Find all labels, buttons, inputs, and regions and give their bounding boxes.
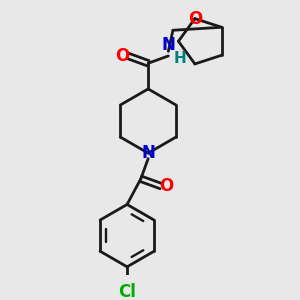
Text: Cl: Cl [118, 283, 136, 300]
Text: O: O [188, 10, 202, 28]
Text: N: N [161, 36, 175, 54]
Text: N: N [141, 144, 155, 162]
Text: H: H [174, 51, 187, 66]
Text: O: O [116, 47, 130, 65]
Text: O: O [159, 177, 174, 195]
